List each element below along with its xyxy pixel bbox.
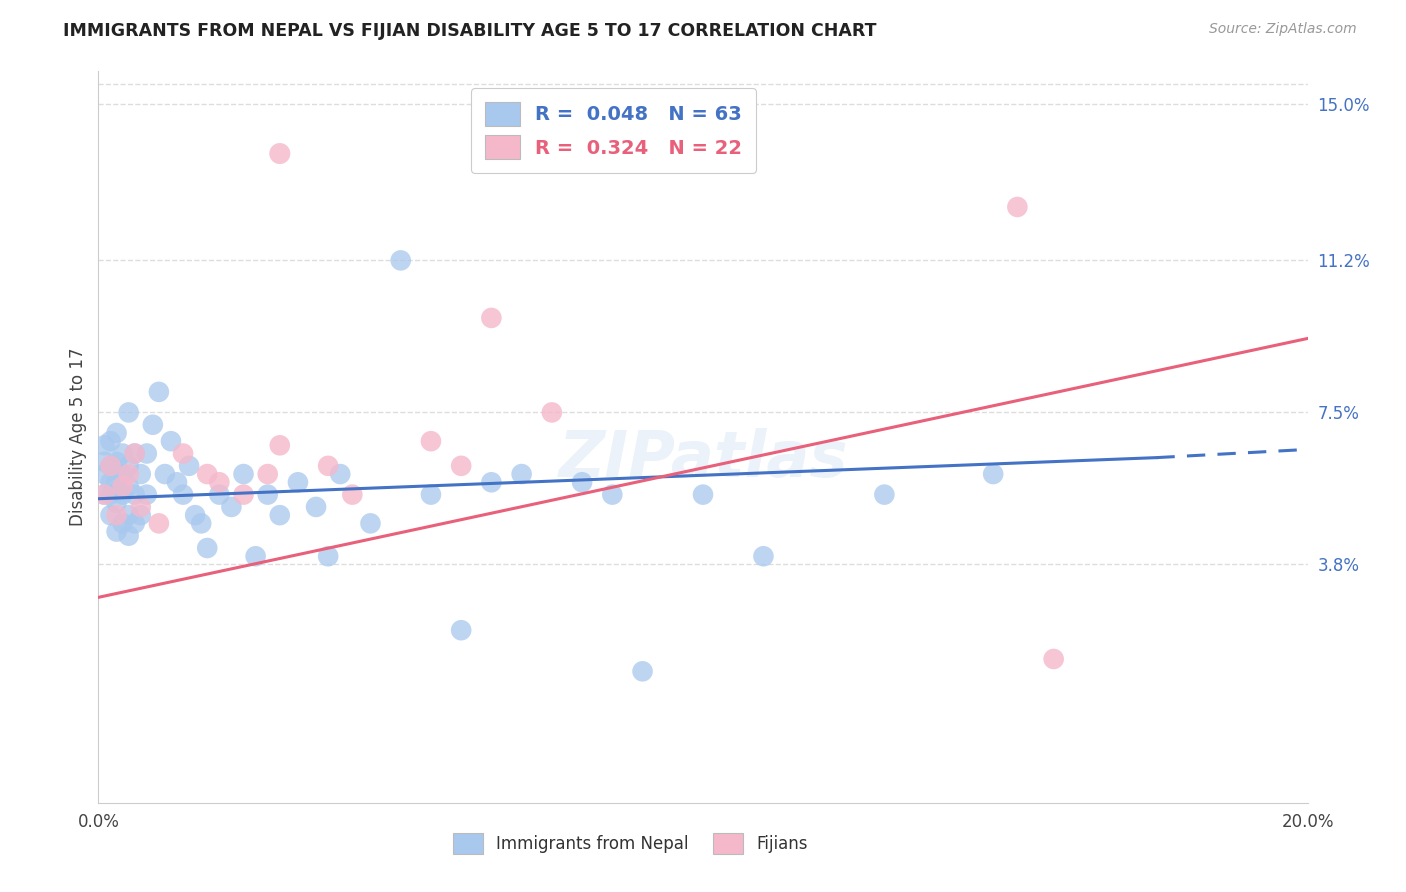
- Point: [481, 310, 503, 325]
- Point: [450, 458, 472, 473]
- Point: [105, 508, 128, 523]
- Point: [100, 458, 122, 473]
- Point: [420, 434, 443, 449]
- Point: [981, 467, 1004, 481]
- Point: [287, 475, 309, 490]
- Y-axis label: Disability Age 5 to 17: Disability Age 5 to 17: [69, 348, 87, 526]
- Point: [135, 487, 157, 501]
- Point: [873, 487, 896, 501]
- Point: [316, 458, 339, 473]
- Point: [100, 475, 122, 490]
- Point: [105, 425, 128, 440]
- Point: [160, 434, 183, 449]
- Point: [111, 467, 134, 481]
- Point: [142, 417, 165, 432]
- Point: [172, 487, 194, 501]
- Point: [450, 624, 472, 638]
- Point: [221, 500, 243, 514]
- Point: [118, 405, 141, 419]
- Point: [100, 508, 122, 523]
- Point: [305, 500, 328, 514]
- Point: [360, 516, 382, 531]
- Text: ZIPatlas: ZIPatlas: [558, 428, 848, 490]
- Point: [602, 487, 624, 501]
- Point: [752, 549, 775, 564]
- Point: [93, 438, 115, 452]
- Point: [118, 458, 141, 473]
- Point: [105, 496, 128, 510]
- Point: [105, 524, 128, 539]
- Point: [118, 467, 141, 481]
- Point: [184, 508, 207, 523]
- Point: [195, 541, 218, 555]
- Point: [269, 508, 291, 523]
- Point: [118, 508, 141, 523]
- Point: [481, 475, 503, 490]
- Point: [100, 434, 122, 449]
- Point: [208, 475, 231, 490]
- Point: [93, 455, 115, 469]
- Point: [316, 549, 339, 564]
- Point: [631, 665, 654, 679]
- Point: [111, 516, 134, 531]
- Point: [148, 516, 170, 531]
- Point: [232, 487, 254, 501]
- Point: [93, 487, 115, 501]
- Legend: Immigrants from Nepal, Fijians: Immigrants from Nepal, Fijians: [446, 827, 815, 860]
- Point: [389, 253, 412, 268]
- Point: [692, 487, 714, 501]
- Point: [1042, 652, 1064, 666]
- Text: IMMIGRANTS FROM NEPAL VS FIJIAN DISABILITY AGE 5 TO 17 CORRELATION CHART: IMMIGRANTS FROM NEPAL VS FIJIAN DISABILI…: [63, 22, 877, 40]
- Point: [232, 467, 254, 481]
- Point: [269, 146, 291, 161]
- Point: [111, 487, 134, 501]
- Point: [124, 487, 146, 501]
- Text: Source: ZipAtlas.com: Source: ZipAtlas.com: [1209, 22, 1357, 37]
- Point: [118, 479, 141, 493]
- Point: [153, 467, 176, 481]
- Point: [256, 487, 278, 501]
- Point: [245, 549, 267, 564]
- Point: [100, 458, 122, 473]
- Point: [135, 446, 157, 460]
- Point: [269, 438, 291, 452]
- Point: [111, 479, 134, 493]
- Point: [179, 458, 201, 473]
- Point: [148, 384, 170, 399]
- Point: [166, 475, 188, 490]
- Point: [100, 487, 122, 501]
- Point: [105, 475, 128, 490]
- Point: [129, 508, 152, 523]
- Point: [124, 516, 146, 531]
- Point: [118, 529, 141, 543]
- Point: [540, 405, 562, 419]
- Point: [208, 487, 231, 501]
- Point: [172, 446, 194, 460]
- Point: [256, 467, 278, 481]
- Point: [93, 467, 115, 481]
- Point: [105, 455, 128, 469]
- Point: [111, 446, 134, 460]
- Point: [129, 500, 152, 514]
- Point: [342, 487, 364, 501]
- Point: [329, 467, 352, 481]
- Point: [510, 467, 533, 481]
- Point: [420, 487, 443, 501]
- Point: [129, 467, 152, 481]
- Point: [571, 475, 593, 490]
- Point: [124, 446, 146, 460]
- Point: [1007, 200, 1029, 214]
- Point: [93, 487, 115, 501]
- Point: [124, 446, 146, 460]
- Point: [195, 467, 218, 481]
- Point: [190, 516, 212, 531]
